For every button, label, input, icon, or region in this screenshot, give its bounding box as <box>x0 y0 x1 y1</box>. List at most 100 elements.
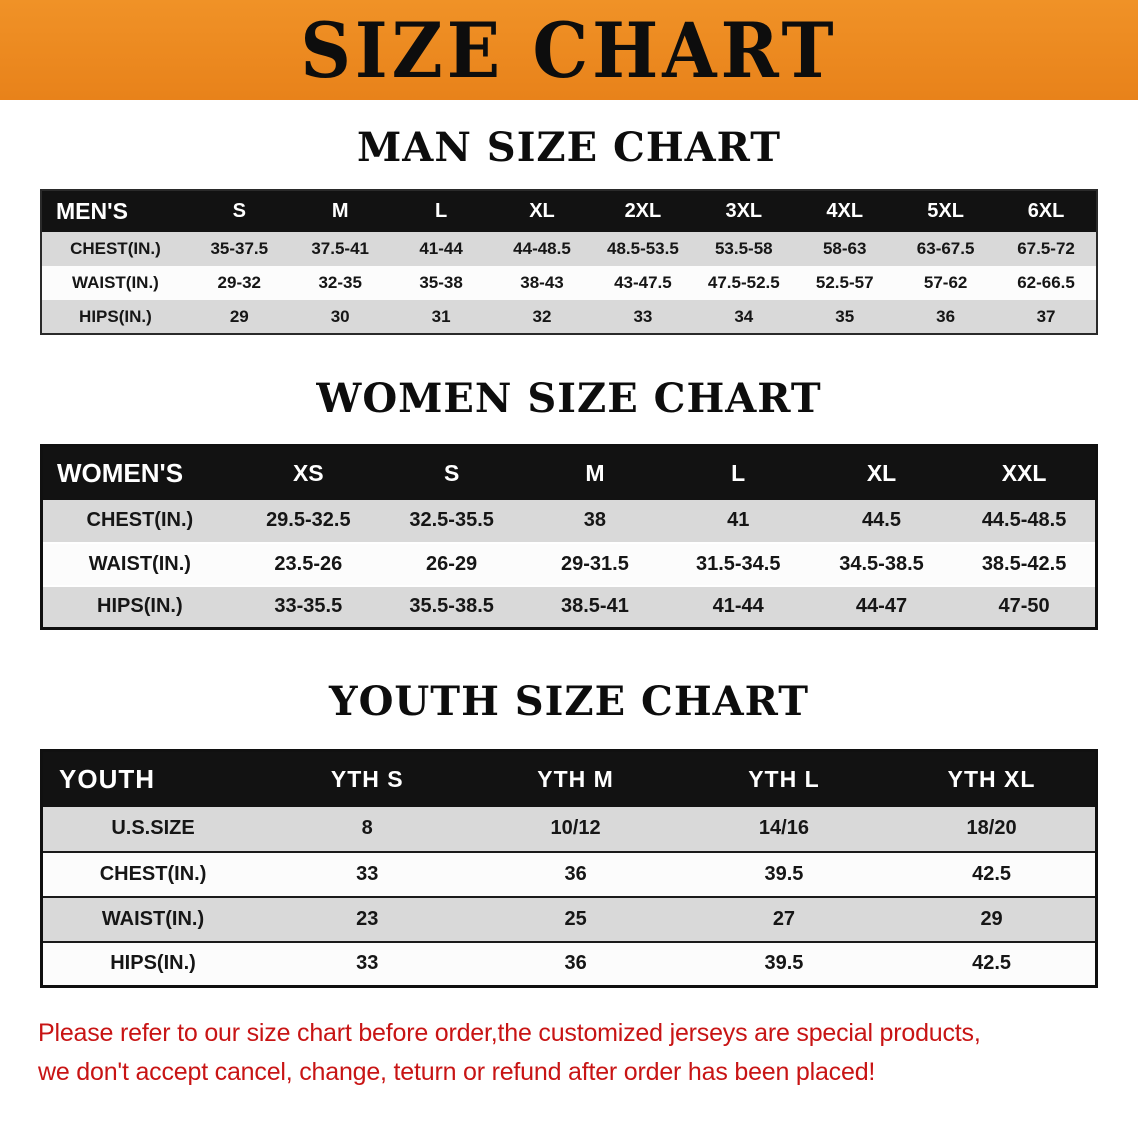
table-cell: 44.5 <box>862 509 901 531</box>
women-section: WOMEN SIZE CHART WOMEN'S XS S M L XL XXL CHEST(… <box>0 375 1138 630</box>
table-cell: 44.5-48.5 <box>981 509 1067 531</box>
disclaimer-line-2: we don't accept cancel, change, teturn o… <box>38 1057 876 1086</box>
table-cell: 67.5-72 <box>1017 239 1075 258</box>
table-header-cell: L <box>434 200 448 222</box>
row-label: WAIST(IN.) <box>88 552 191 575</box>
table-cell: 38.5-41 <box>560 595 629 618</box>
table-cell: 8 <box>361 817 373 839</box>
table-row: HIPS(IN.) 33 36 39.5 42.5 <box>41 941 1097 987</box>
table-cell: 41-44 <box>419 239 463 258</box>
table-cell: 42.5 <box>972 862 1012 885</box>
size-chart-page: SIZE CHART MAN SIZE CHART MEN'S S M L XL 2XL 3… <box>0 0 1138 1092</box>
table-cell: 34.5-38.5 <box>839 552 924 575</box>
table-cell: 33 <box>633 306 653 326</box>
row-label: CHEST(IN.) <box>70 239 161 258</box>
table-header-cell: XL <box>866 459 897 486</box>
table-cell: 41-44 <box>712 595 764 618</box>
table-cell: 33 <box>356 862 379 885</box>
table-cell: 33 <box>356 952 379 975</box>
row-label: CHEST(IN.) <box>86 509 194 531</box>
table-header-cell: 4XL <box>826 200 864 222</box>
table-cell: 18/20 <box>966 817 1017 839</box>
table-cell: 31.5-34.5 <box>695 552 781 575</box>
row-label: WAIST(IN.) <box>101 907 205 930</box>
men-section-title: MAN SIZE CHART <box>357 124 781 171</box>
table-cell: 37 <box>1036 306 1056 326</box>
table-header-cell: M <box>331 200 349 222</box>
table-row: CHEST(IN.) 29.5-32.5 32.5-35.5 38 41 44.5 44.5… <box>41 499 1097 543</box>
table-cell: 29.5-32.5 <box>266 509 351 531</box>
table-header-cell: XL <box>529 200 555 222</box>
table-cell: 29-32 <box>217 273 262 292</box>
row-label: HIPS(IN.) <box>97 595 183 618</box>
table-header-cell: S <box>443 459 460 486</box>
content: MAN SIZE CHART MEN'S S M L XL 2XL 3XL 4XL 5XL 6XL… <box>0 124 1138 988</box>
table-cell: 52.5-57 <box>815 273 874 292</box>
row-label: HIPS(IN.) <box>110 952 196 975</box>
table-header-row: WOMEN'S XS S M L XL XXL <box>41 445 1097 500</box>
table-row: U.S.SIZE 8 10/12 14/16 18/20 <box>41 806 1097 852</box>
table-cell: 57-62 <box>923 273 968 292</box>
page-title: SIZE CHART <box>300 5 838 95</box>
table-header-cell: YTH M <box>537 765 614 792</box>
table-cell: 32-35 <box>318 273 362 292</box>
men-size-table: MEN'S S M L XL 2XL 3XL 4XL 5XL 6XL CHEST(IN.) 35-37… <box>40 189 1098 335</box>
table-cell: 43-47.5 <box>614 273 672 292</box>
table-cell: 31 <box>431 306 451 326</box>
table-cell: 29 <box>980 907 1003 930</box>
table-cell: 37.5-41 <box>311 239 370 258</box>
table-row: CHEST(IN.) 33 36 39.5 42.5 <box>41 851 1097 897</box>
table-cell: 41 <box>727 509 750 531</box>
table-cell: 58-63 <box>822 239 867 258</box>
table-row: HIPS(IN.) 33-35.5 35.5-38.5 38.5-41 41-44 44-… <box>41 585 1097 629</box>
youth-section: YOUTH SIZE CHART YOUTH YTH S YTH M YTH L YTH… <box>0 678 1138 988</box>
table-cell: 38 <box>583 509 607 531</box>
table-row: WAIST(IN.) 23 25 27 29 <box>41 896 1097 942</box>
table-cell: 44-47 <box>855 595 908 618</box>
table-header-cell: 6XL <box>1027 200 1065 222</box>
table-header-cell: 5XL <box>927 200 964 222</box>
women-section-title: WOMEN SIZE CHART <box>316 375 822 422</box>
table-cell: 44-48.5 <box>513 239 571 258</box>
table-cell: 38.5-42.5 <box>981 552 1067 575</box>
table-cell: 53.5-58 <box>714 239 773 258</box>
table-cell: 38-43 <box>520 273 564 292</box>
table-cell: 14/16 <box>758 817 809 839</box>
table-cell: 35-38 <box>419 273 463 292</box>
table-header-row: MEN'S S M L XL 2XL 3XL 4XL 5XL 6XL <box>41 190 1097 232</box>
table-cell: 47-50 <box>998 595 1050 618</box>
row-label: CHEST(IN.) <box>99 862 207 885</box>
banner: SIZE CHART <box>0 0 1138 100</box>
table-cell: 23 <box>356 907 379 930</box>
table-cell: 30 <box>330 306 350 326</box>
table-cell: 36 <box>564 952 587 975</box>
table-cell: 25 <box>564 907 587 930</box>
table-cell: 23.5-26 <box>274 552 343 575</box>
table-header-cell: YTH XL <box>947 765 1036 792</box>
table-cell: 27 <box>772 907 796 930</box>
table-row: HIPS(IN.) 29 30 31 32 33 34 35 36 37 <box>41 300 1097 334</box>
table-cell: 35.5-38.5 <box>409 595 494 618</box>
table-header-row: YOUTH YTH S YTH M YTH L YTH XL <box>41 750 1097 807</box>
row-label: HIPS(IN.) <box>79 306 152 326</box>
table-cell: 34 <box>734 306 754 326</box>
row-label: WAIST(IN.) <box>71 273 159 292</box>
table-cell: 48.5-53.5 <box>606 239 679 258</box>
table-header-cell: M <box>585 459 605 486</box>
disclaimer: Please refer to our size chart before or… <box>0 1014 1138 1092</box>
table-header-cell: XXL <box>1001 459 1047 486</box>
table-header-cell: L <box>731 459 746 486</box>
table-title-cell: YOUTH <box>59 763 155 794</box>
table-cell: 35-37.5 <box>210 239 269 258</box>
table-cell: 39.5 <box>764 952 804 975</box>
table-row: WAIST(IN.) 23.5-26 26-29 29-31.5 31.5-34.5 34… <box>41 542 1097 586</box>
table-header-cell: XS <box>292 459 324 486</box>
table-header-cell: 2XL <box>624 200 662 222</box>
table-cell: 39.5 <box>764 862 804 885</box>
youth-size-table: YOUTH YTH S YTH M YTH L YTH XL U.S.SIZE 8 10/12… <box>40 749 1098 988</box>
women-size-table: WOMEN'S XS S M L XL XXL CHEST(IN.) 29.5-32.5 32.5… <box>40 444 1098 630</box>
row-label: U.S.SIZE <box>111 817 195 839</box>
table-cell: 33-35.5 <box>274 595 343 618</box>
table-cell: 32 <box>532 306 552 326</box>
table-cell: 62-66.5 <box>1017 273 1075 292</box>
